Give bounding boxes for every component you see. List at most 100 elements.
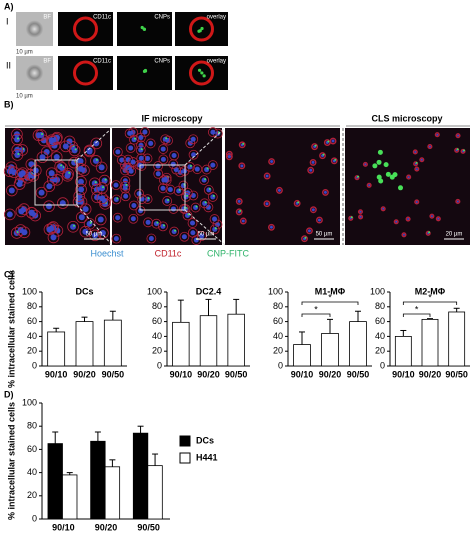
cell — [181, 191, 191, 202]
nucleus — [45, 203, 52, 210]
particle — [204, 178, 207, 181]
significance-mark: * — [314, 304, 318, 314]
legend-swatch — [179, 435, 191, 447]
cell — [358, 214, 364, 220]
panel-label: B) — [4, 99, 14, 109]
nucleus — [122, 178, 128, 184]
bar — [47, 443, 63, 520]
nucleus — [48, 137, 55, 144]
cell — [160, 134, 171, 145]
nucleus — [190, 136, 196, 142]
particle — [214, 227, 217, 230]
particle — [304, 236, 307, 239]
nucleus — [309, 168, 313, 172]
cell — [168, 159, 179, 170]
particle — [197, 68, 202, 72]
image — [345, 128, 470, 245]
nucleus — [402, 233, 405, 236]
zoom-line — [76, 204, 113, 246]
nucleus — [142, 129, 148, 135]
particle — [198, 29, 202, 33]
particle — [89, 221, 92, 224]
cell — [137, 194, 147, 204]
nucleus — [277, 188, 281, 192]
particle — [186, 194, 189, 197]
particle — [189, 164, 192, 167]
cell — [235, 208, 243, 216]
bar — [47, 331, 66, 367]
nucleus — [430, 215, 433, 218]
error-bar — [152, 453, 159, 466]
error-bar — [109, 459, 116, 467]
cell — [178, 180, 189, 191]
nucleus — [190, 230, 196, 236]
nucleus — [456, 200, 459, 203]
cell — [25, 206, 38, 219]
cell — [454, 147, 460, 153]
cell — [35, 129, 47, 141]
particle — [73, 224, 76, 227]
cell — [136, 161, 147, 171]
particle — [94, 181, 97, 184]
y-tick-label: 60 — [152, 316, 162, 326]
cell — [46, 222, 58, 234]
cell — [268, 158, 276, 165]
y-axis-label: % intracellular stained cells — [6, 402, 16, 520]
y-tick-label: 60 — [375, 316, 385, 326]
nucleus — [62, 143, 69, 150]
error-bar — [109, 310, 116, 321]
cell — [413, 161, 419, 167]
nucleus — [91, 180, 98, 187]
nucleus — [265, 202, 269, 206]
error-bar — [233, 298, 240, 315]
cell — [435, 216, 441, 222]
cell — [366, 182, 372, 188]
particle — [17, 152, 20, 155]
cell — [94, 213, 107, 226]
cell — [15, 205, 28, 218]
panel-label: C) — [4, 269, 14, 279]
particle — [376, 174, 382, 180]
particle — [377, 149, 383, 155]
y-tick-label: 100 — [22, 286, 37, 296]
cell — [329, 137, 337, 145]
cell — [188, 149, 199, 160]
cls-title: CLS microscopy — [371, 113, 442, 123]
cell — [25, 158, 38, 171]
cell — [73, 16, 98, 42]
cell — [209, 224, 220, 235]
nucleus — [307, 229, 311, 233]
nucleus — [160, 146, 166, 152]
nucleus — [66, 138, 73, 145]
nucleus — [227, 155, 231, 159]
chart-title: M1-MΦ — [315, 286, 346, 296]
bar — [75, 321, 94, 367]
x-tick-label: 90/10 — [52, 522, 75, 532]
y-tick-label: 100 — [268, 286, 283, 296]
error-bar — [94, 431, 101, 442]
nucleus — [167, 187, 173, 193]
y-tick-label: 60 — [273, 316, 283, 326]
nucleus — [32, 167, 39, 174]
particle — [297, 201, 300, 204]
cell — [380, 206, 386, 212]
channel-label: CNPs — [154, 59, 170, 65]
cell — [29, 164, 42, 177]
cell — [57, 197, 69, 209]
error-bar — [205, 298, 212, 316]
channel-label: CD11c — [93, 59, 111, 65]
nucleus — [92, 232, 99, 239]
scale-label: 20 µm — [446, 232, 463, 238]
bar — [421, 318, 439, 367]
cell — [43, 223, 56, 236]
nucleus — [138, 147, 144, 153]
nucleus — [145, 155, 151, 161]
charts: DCs % intracellular stained cells 0 20 40 60 8… — [6, 270, 470, 532]
x-tick-label: 90/10 — [291, 369, 314, 379]
particle — [74, 148, 77, 151]
channel-label: CD11c — [93, 15, 111, 21]
legend-text: CD11c — [155, 248, 182, 258]
x-tick-label: 90/50 — [137, 522, 160, 532]
cell — [158, 175, 169, 185]
